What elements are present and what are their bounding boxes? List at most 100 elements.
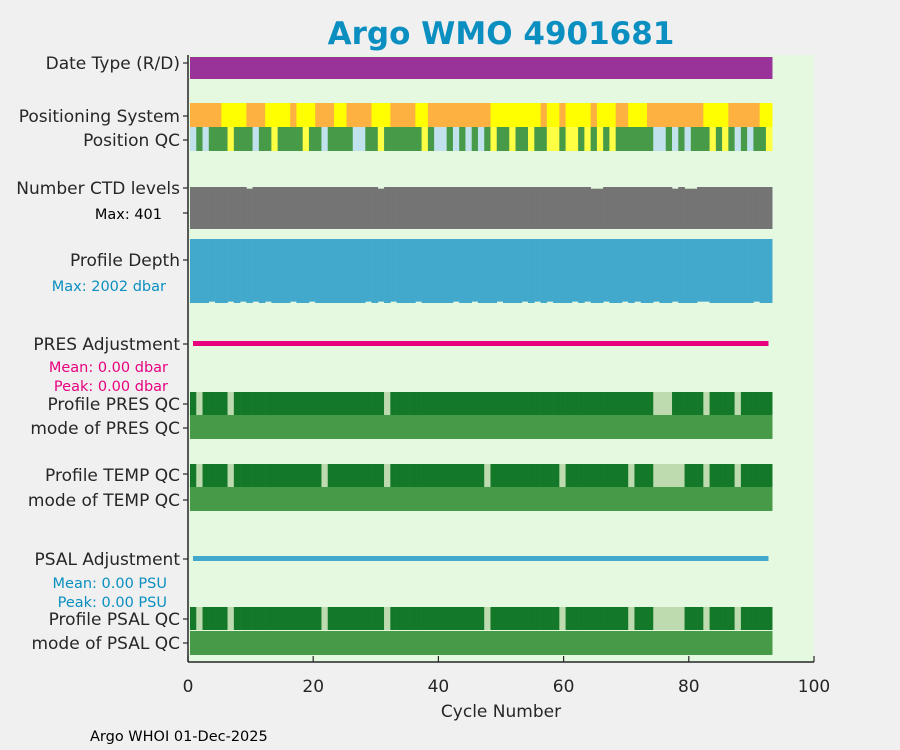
profile-psal-qc-cell: [221, 607, 228, 630]
psal-adjustment-line: [193, 556, 769, 561]
profile-temp-qc-cell: [653, 464, 660, 487]
ctd-levels-bar: [377, 188, 385, 229]
profile-pres-qc-cell: [340, 392, 347, 415]
profile-depth-bar: [315, 239, 322, 303]
positioning-cell-orange: [246, 103, 266, 127]
profile-psal-qc-cell: [759, 607, 767, 630]
profile-temp-qc-cell: [753, 464, 760, 487]
profile-psal-qc-cell: [246, 607, 253, 630]
positioning-cell-orange: [615, 103, 629, 127]
position-qc-cell-green: [715, 127, 723, 151]
profile-psal-qc-cell: [590, 607, 598, 630]
profile-depth-bar: [308, 239, 316, 302]
profile-pres-qc-cell: [215, 392, 222, 415]
profile-temp-qc-cell: [496, 464, 504, 487]
positioning-cell-orange: [728, 103, 760, 127]
profile-pres-qc-cell: [615, 392, 623, 415]
profile-psal-qc-cell: [672, 607, 679, 630]
profile-psal-qc-cell: [621, 607, 629, 630]
profile-psal-qc-cell: [659, 607, 667, 630]
profile-pres-qc-cell: [440, 392, 447, 415]
position-qc-cell-yellow: [609, 127, 616, 151]
position-qc-cell-green: [496, 127, 510, 151]
ctd-levels-bar: [434, 187, 441, 229]
ctd-levels-bar: [603, 187, 610, 229]
profile-depth-bar: [634, 239, 642, 302]
position-qc-cell-green: [365, 127, 379, 151]
profile-depth-bar: [609, 239, 616, 303]
profile-temp-qc-cell: [546, 464, 554, 487]
label-mode-psal-qc: mode of PSAL QC: [31, 634, 180, 654]
profile-pres-qc-cell: [709, 392, 717, 415]
positioning-cell-yellow: [628, 103, 648, 127]
pres-adj-mean: Mean: 0.00 dbar: [49, 360, 168, 376]
profile-pres-qc-cell: [427, 392, 435, 415]
ctd-levels-bar: [340, 187, 347, 229]
profile-depth-bar: [628, 239, 635, 303]
profile-psal-qc-cell: [452, 607, 460, 630]
profile-psal-qc-cell: [653, 607, 660, 630]
profile-temp-qc-cell: [590, 464, 598, 487]
profile-psal-qc-cell: [202, 607, 210, 630]
profile-psal-qc-cell: [546, 607, 554, 630]
position-qc-cell-yellow: [565, 127, 579, 151]
profile-pres-qc-cell: [521, 392, 529, 415]
profile-pres-qc-cell: [202, 392, 210, 415]
positioning-cell-yellow: [490, 103, 541, 127]
profile-temp-qc-cell: [315, 464, 322, 487]
profile-psal-qc-cell: [734, 607, 742, 630]
ctd-levels-bar: [740, 187, 748, 229]
profile-temp-qc-cell: [628, 464, 635, 487]
label-profile-pres-qc: Profile PRES QC: [47, 395, 180, 415]
position-qc-cell-green: [559, 127, 566, 151]
profile-depth-bar: [240, 239, 247, 302]
position-qc-cell-green: [384, 127, 422, 151]
ctd-levels-bar: [477, 187, 485, 229]
profile-depth-bar: [333, 239, 341, 303]
profile-psal-qc-cell: [715, 607, 723, 630]
x-ticks: 0 20 40 60 80 100: [183, 656, 830, 697]
profile-depth-bar: [196, 239, 203, 303]
profile-depth-bar: [221, 239, 228, 303]
profile-depth-bar: [596, 239, 604, 303]
profile-pres-qc-cell: [565, 392, 573, 415]
profile-temp-qc-cell: [440, 464, 447, 487]
profile-depth-bar: [271, 239, 278, 303]
ctd-levels-bar: [402, 187, 410, 229]
profile-temp-qc-cell: [534, 464, 541, 487]
profile-pres-qc-cell: [590, 392, 598, 415]
profile-pres-qc-cell: [559, 392, 566, 415]
label-profile-temp-qc: Profile TEMP QC: [45, 466, 180, 486]
profile-temp-qc-cell: [427, 464, 435, 487]
profile-pres-qc-cell: [265, 392, 272, 415]
profile-temp-qc-cell: [265, 464, 272, 487]
position-qc-cell-blue: [452, 127, 460, 151]
profile-depth-bar: [709, 239, 717, 303]
profile-pres-qc-cell: [290, 392, 297, 415]
profile-temp-qc-cell: [196, 464, 203, 487]
position-qc-cell-green: [327, 127, 354, 151]
profile-psal-qc-cell: [490, 607, 498, 630]
profile-depth-bar: [302, 239, 310, 303]
profile-temp-qc-cell: [465, 464, 473, 487]
profile-temp-qc-cell: [734, 464, 742, 487]
position-qc-cell-yellow: [546, 127, 560, 151]
position-qc-cell-yellow: [596, 127, 604, 151]
profile-depth-bar: [603, 239, 610, 302]
profile-temp-qc-cell: [415, 464, 422, 487]
profile-pres-qc-cell: [446, 392, 454, 415]
profile-psal-qc-cell: [678, 607, 685, 630]
profile-pres-qc-cell: [690, 392, 698, 415]
profile-pres-qc-cell: [728, 392, 735, 415]
profile-depth-bar: [283, 239, 291, 303]
ctd-levels-bar: [684, 188, 692, 229]
profile-temp-qc-cell: [728, 464, 735, 487]
profile-pres-qc-cell: [634, 392, 642, 415]
profile-pres-qc-cell: [283, 392, 291, 415]
profile-temp-qc-cell: [240, 464, 247, 487]
profile-depth-bar: [190, 239, 197, 303]
profile-temp-qc-cell: [765, 464, 773, 487]
ctd-levels-bar: [327, 187, 335, 229]
mode-psal-qc-bar: [190, 631, 773, 655]
profile-psal-qc-cell: [409, 607, 416, 630]
